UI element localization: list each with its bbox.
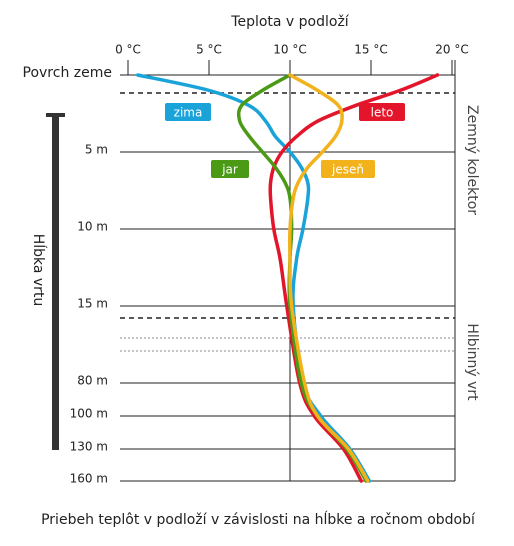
series-label: jeseň bbox=[331, 163, 364, 177]
depth-bar-cap bbox=[46, 113, 65, 117]
y-tick-label: 5 m bbox=[85, 143, 108, 157]
x-tick-label: 5 °C bbox=[196, 43, 222, 57]
series-line bbox=[287, 73, 370, 483]
zone-label: Hlbinný vrt bbox=[464, 323, 480, 401]
series-label-box bbox=[321, 160, 375, 178]
x-tick-label: 10 °C bbox=[273, 43, 306, 57]
y-tick-label: Povrch zeme bbox=[23, 65, 112, 81]
x-tick-label: 20 °C bbox=[435, 43, 468, 57]
series-line bbox=[268, 73, 440, 483]
y-tick-label: 10 m bbox=[77, 220, 108, 234]
x-tick-label: 15 °C bbox=[354, 43, 387, 57]
series-label: jar bbox=[221, 163, 238, 177]
x-tick-label: 0 °C bbox=[115, 43, 141, 57]
chart-title: Priebeh teplôt v podloží v závislosti na… bbox=[41, 510, 476, 528]
series-label-box bbox=[211, 160, 249, 178]
x-axis-label: Teplota v podloží bbox=[230, 14, 350, 30]
zone-label: Zemný kolektor bbox=[464, 105, 480, 215]
y-tick-label: 160 m bbox=[70, 472, 108, 486]
y-tick-label: 80 m bbox=[77, 374, 108, 388]
series-label: zima bbox=[174, 106, 203, 120]
y-tick-label: 15 m bbox=[77, 297, 108, 311]
series-label-box bbox=[359, 103, 405, 121]
y-tick-label: 130 m bbox=[70, 440, 108, 454]
series-line bbox=[236, 73, 368, 483]
depth-bar bbox=[52, 115, 59, 450]
series-label-box bbox=[165, 103, 211, 121]
depth-axis-label: Hĺbka vrtu bbox=[30, 234, 48, 307]
series-label: leto bbox=[371, 106, 394, 120]
y-tick-label: 100 m bbox=[70, 407, 108, 421]
